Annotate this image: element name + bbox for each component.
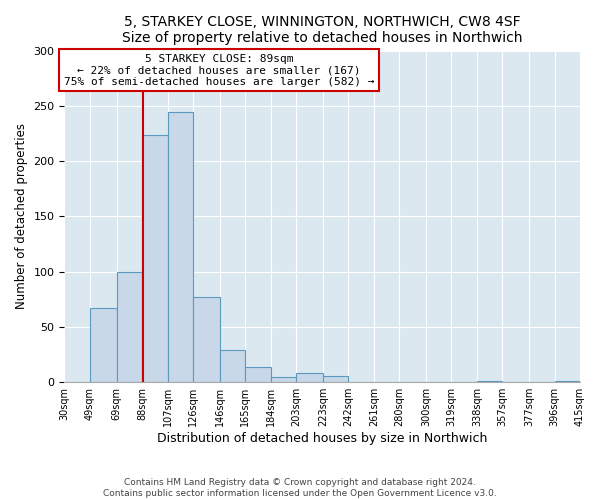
Bar — [90, 308, 116, 382]
Text: Contains HM Land Registry data © Crown copyright and database right 2024.
Contai: Contains HM Land Registry data © Crown c… — [103, 478, 497, 498]
Bar — [323, 376, 349, 382]
Bar — [477, 381, 502, 382]
Bar — [142, 134, 167, 382]
Bar — [220, 350, 245, 382]
Y-axis label: Number of detached properties: Number of detached properties — [15, 124, 28, 310]
X-axis label: Distribution of detached houses by size in Northwich: Distribution of detached houses by size … — [157, 432, 487, 445]
Title: 5, STARKEY CLOSE, WINNINGTON, NORTHWICH, CW8 4SF
Size of property relative to de: 5, STARKEY CLOSE, WINNINGTON, NORTHWICH,… — [122, 15, 523, 45]
Bar — [554, 381, 580, 382]
Text: 5 STARKEY CLOSE: 89sqm
← 22% of detached houses are smaller (167)
75% of semi-de: 5 STARKEY CLOSE: 89sqm ← 22% of detached… — [64, 54, 374, 87]
Bar — [116, 272, 142, 382]
Bar — [271, 376, 296, 382]
Bar — [296, 374, 323, 382]
Bar — [193, 297, 220, 382]
Bar — [245, 366, 271, 382]
Bar — [167, 112, 193, 382]
